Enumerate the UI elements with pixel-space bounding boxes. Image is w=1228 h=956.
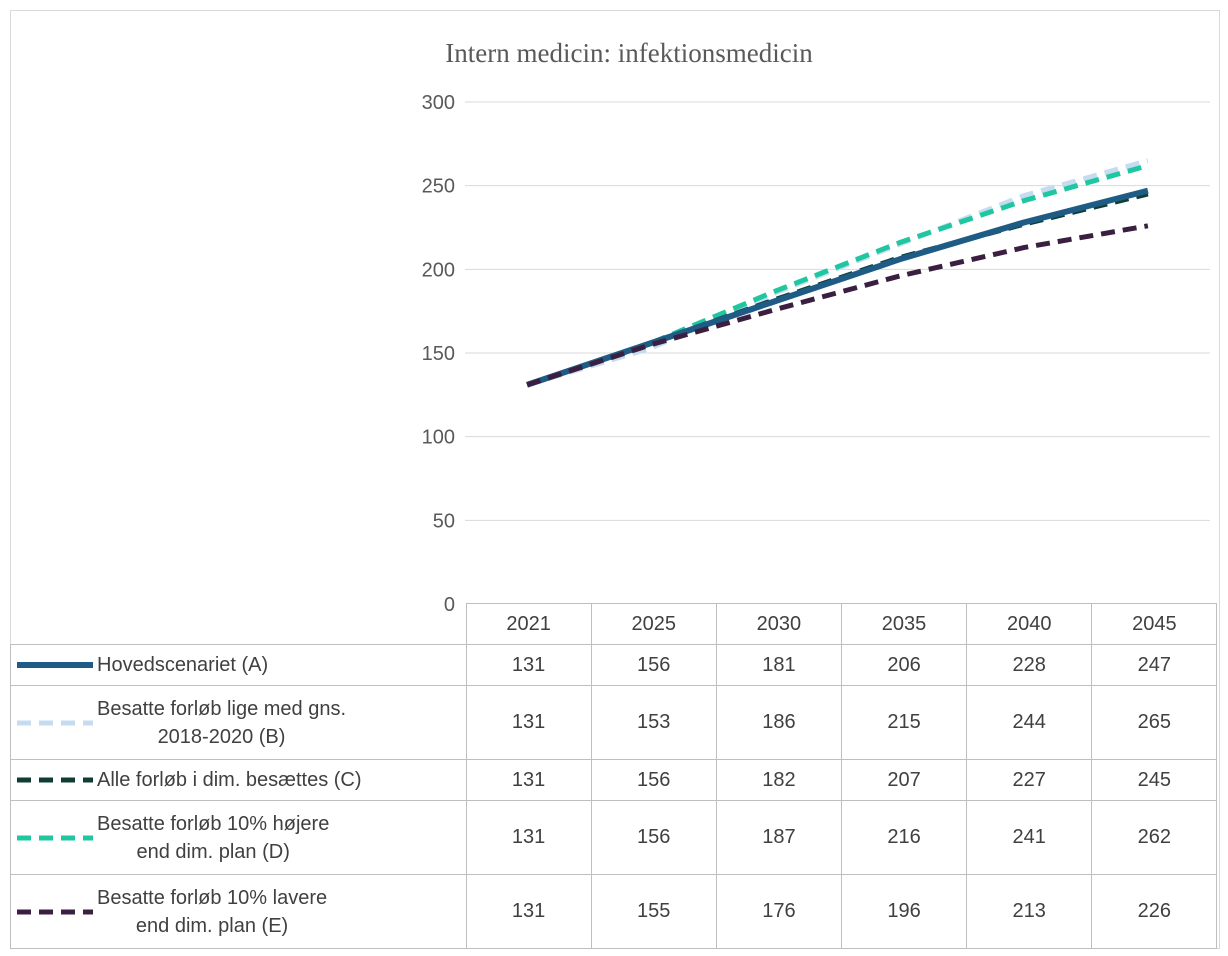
table-cell: 216	[840, 800, 968, 875]
table-cell: 215	[840, 685, 968, 760]
table-cell: 262	[1091, 800, 1218, 875]
legend-label-line: Besatte forløb 10% lavere	[97, 886, 328, 909]
table-row: Alle forløb i dim. besættes (C) 131 156 182…	[10, 759, 1218, 801]
legend-label-line: Besatte forløb 10% højere	[97, 812, 330, 835]
table-corner	[10, 603, 467, 645]
y-tick-label: 100	[422, 427, 455, 449]
legend-label-line: 2018-2020 (B)	[157, 725, 286, 748]
table-cell: 241	[966, 800, 1093, 875]
legend-label-line: end dim. plan (D)	[136, 840, 290, 863]
table-cell: 182	[715, 759, 842, 801]
table-row: Besatte forløb 10% højere end dim. plan (…	[10, 800, 1218, 875]
table-row: Besatte forløb 10% lavere end dim. plan (…	[10, 874, 1218, 949]
legend-label: Alle forløb i dim. besættes (C)	[97, 766, 362, 794]
table-cell: 181	[715, 644, 842, 686]
table-header-row: 2021 2025 2030 2035 2040 2045	[10, 603, 1218, 645]
table-cell: 247	[1091, 644, 1218, 686]
table-cell: 228	[966, 644, 1093, 686]
table-header-cell: 2040	[966, 603, 1093, 645]
table-header-cell: 2035	[840, 603, 968, 645]
table-cell: 186	[715, 685, 842, 760]
table-cell: 196	[840, 874, 968, 949]
table-cell: 265	[1091, 685, 1218, 760]
table-cell: 131	[465, 685, 592, 760]
y-tick-label: 250	[422, 176, 455, 198]
legend-entry: Hovedscenariet (A)	[10, 644, 467, 686]
legend-label: Besatte forløb 10% højere end dim. plan (…	[97, 810, 329, 866]
table-cell: 156	[590, 759, 717, 801]
table-cell: 187	[715, 800, 842, 875]
y-tick-label: 300	[422, 92, 455, 114]
table-cell: 244	[966, 685, 1093, 760]
legend-entry: Besatte forløb lige med gns. 2018-2020 (B…	[10, 685, 467, 760]
legend-entry: Alle forløb i dim. besættes (C)	[10, 759, 467, 801]
legend-label-line: end dim. plan (E)	[135, 914, 289, 937]
table-cell: 153	[590, 685, 717, 760]
table-cell: 131	[465, 644, 592, 686]
y-tick-label: 200	[422, 259, 455, 281]
legend-key-1	[17, 720, 93, 725]
legend-label: Hovedscenariet (A)	[97, 651, 268, 679]
chart-frame	[10, 10, 1220, 949]
table-header-cell: 2021	[465, 603, 592, 645]
table-row: Hovedscenariet (A) 131 156 181 206 228 247	[10, 644, 1218, 686]
table-cell: 207	[840, 759, 968, 801]
table-cell: 131	[465, 874, 592, 949]
legend-entry: Besatte forløb 10% lavere end dim. plan (…	[10, 874, 467, 949]
table-header-cell: 2025	[590, 603, 717, 645]
legend-label-line: Hovedscenariet (A)	[97, 654, 269, 676]
legend-key-2	[17, 777, 93, 783]
table-cell: 131	[465, 800, 592, 875]
table-cell: 245	[1091, 759, 1218, 801]
legend-label-line: Alle forløb i dim. besættes (C)	[97, 769, 362, 791]
table-cell: 227	[966, 759, 1093, 801]
series-line-4	[526, 223, 1149, 388]
legend-label: Besatte forløb lige med gns. 2018-2020 (B…	[97, 695, 346, 751]
series-line-3	[526, 163, 1149, 388]
table-cell: 226	[1091, 874, 1218, 949]
chart-title: Intern medicin: infektionsmedicin	[445, 38, 813, 68]
table-header-cell: 2030	[715, 603, 842, 645]
table-cell: 156	[590, 644, 717, 686]
legend-key-3	[17, 835, 93, 840]
legend-key-0	[17, 662, 93, 668]
table-cell: 156	[590, 800, 717, 875]
series-line-0	[526, 187, 1149, 388]
y-tick-label: 50	[433, 510, 455, 532]
table-header-cell: 2045	[1091, 603, 1218, 645]
table-cell: 213	[966, 874, 1093, 949]
data-table: 2021 2025 2030 2035 2040 2045 Hovedscenariet (…	[10, 603, 1218, 949]
legend-entry: Besatte forløb 10% højere end dim. plan (…	[10, 800, 467, 875]
table-cell: 131	[465, 759, 592, 801]
table-cell: 176	[715, 874, 842, 949]
legend-label-line: Besatte forløb lige med gns.	[97, 697, 347, 720]
legend-key-4	[17, 909, 93, 914]
table-row: Besatte forløb lige med gns. 2018-2020 (B…	[10, 685, 1218, 760]
y-tick-label: 150	[422, 343, 455, 365]
table-cell: 206	[840, 644, 968, 686]
legend-label: Besatte forløb 10% lavere end dim. plan (…	[97, 884, 327, 940]
table-cell: 155	[590, 874, 717, 949]
